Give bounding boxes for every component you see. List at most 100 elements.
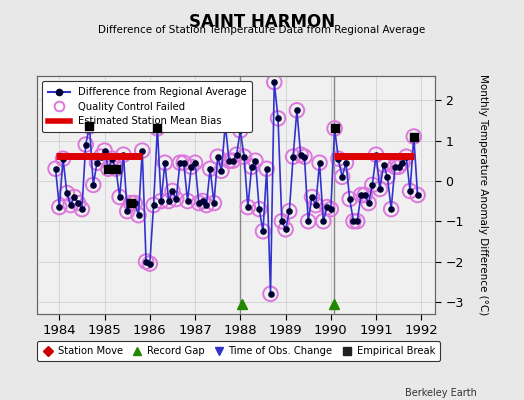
Point xyxy=(210,200,218,206)
Point xyxy=(199,198,207,204)
Point xyxy=(244,204,252,210)
Point xyxy=(180,160,188,166)
Point xyxy=(402,154,410,160)
Point xyxy=(74,200,82,206)
Point xyxy=(85,123,94,130)
Point xyxy=(63,190,71,196)
Point xyxy=(93,160,101,166)
Point xyxy=(183,198,192,204)
Point xyxy=(101,148,109,154)
Point xyxy=(138,148,146,154)
Point xyxy=(406,188,414,194)
Legend: Station Move, Record Gap, Time of Obs. Change, Empirical Break: Station Move, Record Gap, Time of Obs. C… xyxy=(37,341,440,361)
Point xyxy=(134,212,143,218)
Point xyxy=(89,182,97,188)
Point xyxy=(93,160,101,166)
Point xyxy=(123,208,132,214)
Point xyxy=(112,166,120,172)
Point xyxy=(149,202,158,208)
Point xyxy=(251,158,259,164)
Point xyxy=(364,200,373,206)
Point xyxy=(63,190,71,196)
Point xyxy=(127,200,135,206)
Point xyxy=(228,158,237,164)
Point xyxy=(376,186,384,192)
Point xyxy=(51,166,60,172)
Point xyxy=(74,200,82,206)
Point xyxy=(165,198,173,204)
Point xyxy=(70,194,79,200)
Point xyxy=(387,206,395,212)
Point xyxy=(281,226,290,232)
Point xyxy=(59,156,67,162)
Point xyxy=(402,154,410,160)
Point xyxy=(353,218,362,224)
Point xyxy=(82,141,90,148)
Point xyxy=(391,164,399,170)
Point xyxy=(104,166,113,172)
Point xyxy=(368,182,377,188)
Point xyxy=(240,154,248,160)
Point xyxy=(134,212,143,218)
Point xyxy=(206,166,214,172)
Point xyxy=(146,260,154,267)
Point xyxy=(101,148,109,154)
Point xyxy=(391,164,399,170)
Point xyxy=(379,162,388,168)
Point xyxy=(168,188,177,194)
Point xyxy=(172,196,180,202)
Point xyxy=(127,200,135,206)
Point xyxy=(104,166,113,172)
Point xyxy=(199,198,207,204)
Point xyxy=(247,164,256,170)
Point xyxy=(228,158,237,164)
Point xyxy=(55,204,63,210)
Point xyxy=(304,218,312,224)
Point xyxy=(119,152,128,158)
Point xyxy=(350,218,358,224)
Point xyxy=(191,160,199,166)
Point xyxy=(187,164,195,170)
Point xyxy=(225,158,233,164)
Point xyxy=(308,194,316,200)
Point xyxy=(334,156,343,162)
Point xyxy=(315,160,324,166)
Point xyxy=(398,160,407,166)
Point xyxy=(266,291,275,297)
Point xyxy=(406,188,414,194)
Point xyxy=(255,206,264,212)
Point xyxy=(319,218,328,224)
Y-axis label: Monthly Temperature Anomaly Difference (°C): Monthly Temperature Anomaly Difference (… xyxy=(477,74,488,316)
Point xyxy=(293,107,301,114)
Point xyxy=(266,291,275,297)
Point xyxy=(194,200,203,206)
Point xyxy=(368,182,377,188)
Point xyxy=(161,160,169,166)
Point xyxy=(289,154,297,160)
Point xyxy=(78,206,86,212)
Point xyxy=(338,174,346,180)
Point xyxy=(206,166,214,172)
Point xyxy=(345,196,354,202)
Point xyxy=(96,154,105,160)
Text: Difference of Station Temperature Data from Regional Average: Difference of Station Temperature Data f… xyxy=(99,25,425,35)
Point xyxy=(410,133,418,140)
Point xyxy=(345,196,354,202)
Point xyxy=(353,218,362,224)
Point xyxy=(217,168,226,174)
Point xyxy=(361,192,369,198)
Point xyxy=(259,228,267,234)
Point xyxy=(398,160,407,166)
Point xyxy=(202,202,211,208)
Point xyxy=(221,121,230,128)
Point xyxy=(153,125,161,132)
Point xyxy=(104,166,113,172)
Point xyxy=(331,125,339,132)
Point xyxy=(157,198,165,204)
Point xyxy=(300,154,309,160)
Point xyxy=(96,154,105,160)
Point xyxy=(251,158,259,164)
Point xyxy=(130,200,139,206)
Point xyxy=(67,202,75,208)
Point xyxy=(312,202,320,208)
